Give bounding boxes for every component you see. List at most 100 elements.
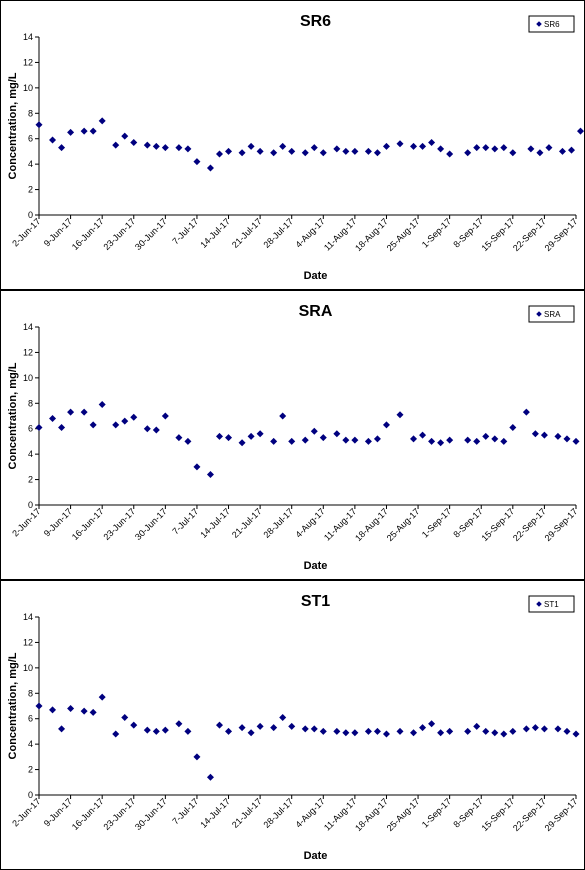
data-point — [310, 725, 318, 733]
data-point — [301, 725, 309, 733]
x-tick-label: 25-Aug-17 — [385, 216, 422, 253]
data-point — [563, 435, 571, 443]
data-point — [364, 147, 372, 155]
data-point — [98, 117, 106, 125]
x-tick-label: 14-Jul-17 — [198, 506, 232, 540]
data-point — [473, 437, 481, 445]
data-point — [175, 144, 183, 152]
y-tick-label: 0 — [28, 500, 33, 510]
data-point — [152, 426, 160, 434]
y-axis-title: Concentration, mg/L — [7, 72, 19, 179]
x-tick-label: 7-Jul-17 — [170, 506, 200, 536]
data-point — [301, 436, 309, 444]
data-point — [175, 434, 183, 442]
x-tick-label: 18-Aug-17 — [353, 796, 390, 833]
x-tick-label: 22-Sep-17 — [511, 216, 548, 253]
data-point — [67, 128, 75, 136]
data-point — [563, 727, 571, 735]
data-point — [161, 726, 169, 734]
data-point — [310, 144, 318, 152]
data-point — [256, 147, 264, 155]
data-point — [121, 713, 129, 721]
data-point — [319, 727, 327, 735]
x-tick-label: 21-Jul-17 — [230, 796, 264, 830]
data-point — [238, 149, 246, 157]
data-point — [464, 149, 472, 157]
data-point — [130, 139, 138, 147]
x-tick-label: 29-Sep-17 — [543, 506, 580, 543]
data-point — [558, 147, 566, 155]
data-point — [319, 434, 327, 442]
legend-box — [528, 305, 575, 323]
y-tick-label: 10 — [23, 373, 33, 383]
legend-marker — [536, 601, 542, 607]
y-tick-label: 0 — [28, 790, 33, 800]
data-point — [279, 412, 287, 420]
x-tick-label: 9-Jun-17 — [42, 506, 74, 538]
data-point — [49, 415, 57, 423]
chart-title: SR6 — [300, 13, 331, 30]
data-point — [342, 147, 350, 155]
x-tick-label: 21-Jul-17 — [230, 216, 264, 250]
legend-label: SRA — [544, 310, 561, 319]
data-point — [206, 470, 214, 478]
y-tick-label: 2 — [28, 475, 33, 485]
data-point — [130, 413, 138, 421]
data-point — [216, 721, 224, 729]
x-tick-label: 2-Jun-17 — [10, 506, 42, 538]
data-point — [310, 427, 318, 435]
chart-title: SRA — [299, 303, 333, 320]
data-point — [152, 142, 160, 150]
data-point — [270, 437, 278, 445]
data-point — [500, 437, 508, 445]
data-point — [152, 727, 160, 735]
data-point — [540, 431, 548, 439]
x-tick-label: 23-Jun-17 — [101, 216, 137, 252]
chart-panel-sr6: SR6 0 2 4 6 8 10 12 14 2-Jun-17 9-Jun-17 16-Jun-17 2… — [0, 0, 585, 290]
data-point — [410, 435, 418, 443]
data-point — [301, 149, 309, 157]
y-tick-label: 14 — [23, 322, 33, 332]
data-point — [98, 693, 106, 701]
data-point — [382, 142, 390, 150]
data-point — [554, 725, 562, 733]
data-point — [396, 140, 404, 148]
x-tick-label: 1-Sep-17 — [420, 796, 453, 829]
data-point — [567, 146, 575, 154]
x-tick-label: 29-Sep-17 — [543, 216, 580, 253]
data-point — [225, 147, 233, 155]
x-tick-label: 16-Jun-17 — [70, 216, 106, 252]
x-tick-label: 18-Aug-17 — [353, 216, 390, 253]
data-point — [161, 412, 169, 420]
y-tick-label: 6 — [28, 714, 33, 724]
data-point — [419, 724, 427, 732]
chart-panel-sra: SRA 0 2 4 6 8 10 12 14 2-Jun-17 9-Jun-17 16-Jun-17 2… — [0, 290, 585, 580]
data-point — [373, 435, 381, 443]
data-point — [216, 150, 224, 158]
x-axis-title: Date — [304, 560, 328, 572]
x-tick-label: 1-Sep-17 — [420, 216, 453, 249]
y-tick-label: 6 — [28, 424, 33, 434]
x-tick-label: 16-Jun-17 — [70, 506, 106, 542]
data-point — [288, 722, 296, 730]
x-tick-label: 15-Sep-17 — [479, 216, 516, 253]
legend-box — [528, 595, 575, 613]
data-point — [175, 720, 183, 728]
legend-label: SR6 — [544, 20, 560, 29]
data-point — [67, 408, 75, 416]
data-point — [491, 145, 499, 153]
x-tick-label: 11-Aug-17 — [322, 216, 358, 252]
data-point — [121, 417, 129, 425]
y-tick-label: 12 — [23, 637, 33, 647]
x-tick-label: 30-Jun-17 — [133, 216, 169, 252]
y-tick-label: 12 — [23, 57, 33, 67]
data-point — [342, 436, 350, 444]
data-point — [58, 423, 66, 431]
data-point — [419, 431, 427, 439]
data-point — [35, 702, 43, 710]
data-point — [428, 720, 436, 728]
data-point — [288, 147, 296, 155]
data-point — [319, 149, 327, 157]
data-point — [112, 730, 120, 738]
